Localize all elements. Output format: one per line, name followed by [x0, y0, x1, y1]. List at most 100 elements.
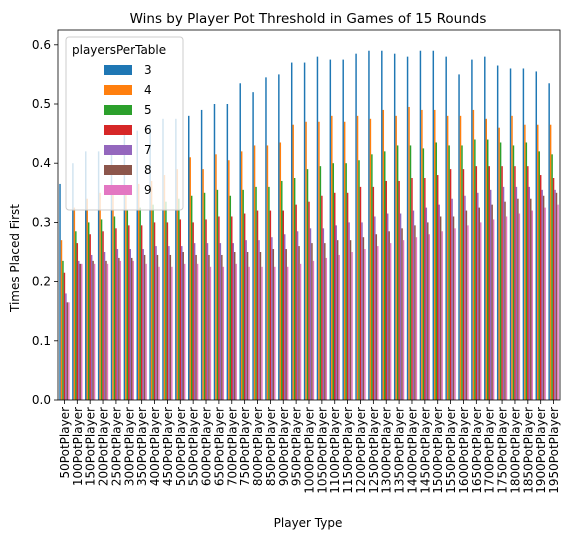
bar-5-1900PotPlayer — [538, 151, 540, 400]
bar-9-1550PotPlayer — [454, 228, 456, 400]
bar-6-800PotPlayer — [256, 210, 259, 400]
bar-3-1000PotPlayer — [303, 62, 306, 401]
bar-6-1400PotPlayer — [411, 178, 413, 400]
x-tick-label: 650PotPlayer — [212, 407, 226, 486]
bar-7-1950PotPlayer — [554, 189, 556, 400]
bar-6-500PotPlayer — [179, 219, 182, 400]
bar-9-850PotPlayer — [274, 266, 276, 400]
bar-7-800PotPlayer — [258, 240, 260, 400]
bar-4-1700PotPlayer — [485, 118, 487, 401]
bar-6-550PotPlayer — [192, 222, 194, 400]
bar-9-1700PotPlayer — [492, 219, 495, 400]
bar-8-1250PotPlayer — [375, 234, 378, 400]
bar-6-1950PotPlayer — [552, 178, 555, 400]
bar-3-350PotPlayer — [136, 130, 138, 400]
bar-9-900PotPlayer — [286, 266, 289, 400]
bar-9-550PotPlayer — [196, 263, 199, 400]
bar-7-750PotPlayer — [245, 240, 247, 400]
x-tick-label: 300PotPlayer — [122, 407, 136, 486]
x-tick-label: 1550PotPlayer — [444, 407, 458, 494]
bar-4-700PotPlayer — [228, 160, 230, 400]
x-tick-label: 1350PotPlayer — [393, 407, 407, 494]
x-tick-label: 1950PotPlayer — [547, 407, 561, 494]
x-tick-label: 1500PotPlayer — [431, 407, 445, 494]
bar-4-900PotPlayer — [279, 142, 282, 401]
legend-swatch-5 — [104, 105, 132, 115]
bar-8-500PotPlayer — [182, 252, 184, 400]
bar-4-1650PotPlayer — [472, 109, 475, 401]
bar-6-1500PotPlayer — [436, 175, 439, 400]
bar-5-1950PotPlayer — [551, 154, 553, 400]
bar-5-350PotPlayer — [139, 207, 141, 400]
bar-9-1600PotPlayer — [467, 225, 469, 400]
bar-6-950PotPlayer — [295, 204, 297, 400]
bar-5-1500PotPlayer — [435, 142, 437, 401]
x-tick-label: 1900PotPlayer — [534, 407, 548, 494]
legend-label-5: 5 — [144, 103, 152, 117]
bar-8-1900PotPlayer — [542, 195, 545, 400]
bar-8-1550PotPlayer — [452, 216, 455, 400]
bar-3-750PotPlayer — [239, 83, 241, 400]
bar-4-1900PotPlayer — [537, 124, 539, 400]
bar-7-400PotPlayer — [155, 246, 157, 400]
x-tick-label: 550PotPlayer — [187, 407, 201, 486]
bar-4-150PotPlayer — [86, 198, 88, 400]
x-tick-label: 400PotPlayer — [148, 407, 162, 486]
chart-title: Wins by Player Pot Threshold in Games of… — [130, 11, 487, 27]
bar-3-450PotPlayer — [162, 118, 164, 401]
bar-8-100PotPlayer — [79, 263, 81, 400]
bar-8-450PotPlayer — [169, 254, 172, 400]
bar-7-850PotPlayer — [271, 237, 273, 400]
bar-6-1050PotPlayer — [321, 195, 323, 400]
bar-8-1300PotPlayer — [388, 231, 390, 400]
x-tick-label: 600PotPlayer — [200, 407, 214, 486]
bar-5-1250PotPlayer — [371, 154, 373, 400]
x-tick-label: 1300PotPlayer — [380, 407, 394, 494]
bar-8-700PotPlayer — [233, 252, 236, 400]
legend-label-4: 4 — [144, 83, 152, 97]
bar-6-350PotPlayer — [140, 225, 143, 400]
bar-5-1350PotPlayer — [396, 145, 399, 400]
x-tick-label: 1450PotPlayer — [418, 407, 432, 494]
bar-5-900PotPlayer — [281, 180, 283, 400]
bar-9-1950PotPlayer — [557, 204, 559, 400]
bar-6-650PotPlayer — [218, 216, 220, 400]
bar-7-350PotPlayer — [142, 249, 144, 400]
bar-5-100PotPlayer — [75, 231, 77, 400]
bar-4-1500PotPlayer — [434, 109, 436, 401]
bar-3-1800PotPlayer — [509, 68, 512, 400]
bar-8-1000PotPlayer — [311, 243, 313, 400]
bar-4-1300PotPlayer — [382, 109, 385, 401]
bar-7-1850PotPlayer — [528, 186, 531, 400]
legend-title: playersPerTable — [72, 43, 166, 57]
axes-layer: 0.0 0.1 0.2 0.3 0.4 0.5 0.6 50PotPlayer100PotPl… — [32, 29, 561, 494]
bar-3-850PotPlayer — [265, 77, 267, 401]
bar-7-700PotPlayer — [232, 243, 234, 400]
bar-4-1000PotPlayer — [305, 121, 307, 400]
bar-3-1300PotPlayer — [381, 50, 383, 400]
bar-5-1450PotPlayer — [422, 148, 425, 400]
bar-3-1700PotPlayer — [484, 56, 486, 400]
bar-3-1850PotPlayer — [522, 68, 525, 400]
bar-4-1450PotPlayer — [421, 109, 423, 401]
x-tick-label: 1800PotPlayer — [508, 407, 522, 494]
bar-3-1450PotPlayer — [419, 50, 422, 400]
bar-4-100PotPlayer — [73, 207, 76, 400]
bar-9-950PotPlayer — [299, 263, 302, 400]
bar-4-350PotPlayer — [137, 183, 140, 400]
y-tick-label: 0.4 — [32, 156, 51, 170]
bar-7-1750PotPlayer — [502, 186, 505, 400]
bar-9-1750PotPlayer — [505, 216, 508, 400]
bar-8-1100PotPlayer — [336, 240, 339, 400]
bar-8-550PotPlayer — [195, 254, 197, 400]
x-tick-label: 800PotPlayer — [251, 407, 265, 486]
bar-8-750PotPlayer — [246, 252, 249, 400]
bar-5-1150PotPlayer — [345, 163, 347, 400]
x-tick-label: 1100PotPlayer — [328, 407, 342, 494]
bar-5-800PotPlayer — [255, 186, 257, 400]
bar-3-1550PotPlayer — [445, 56, 447, 400]
y-axis-label: Times Placed First — [8, 204, 22, 313]
bar-5-1750PotPlayer — [499, 142, 502, 401]
bar-8-1150PotPlayer — [349, 240, 352, 400]
bar-9-1300PotPlayer — [389, 243, 392, 400]
